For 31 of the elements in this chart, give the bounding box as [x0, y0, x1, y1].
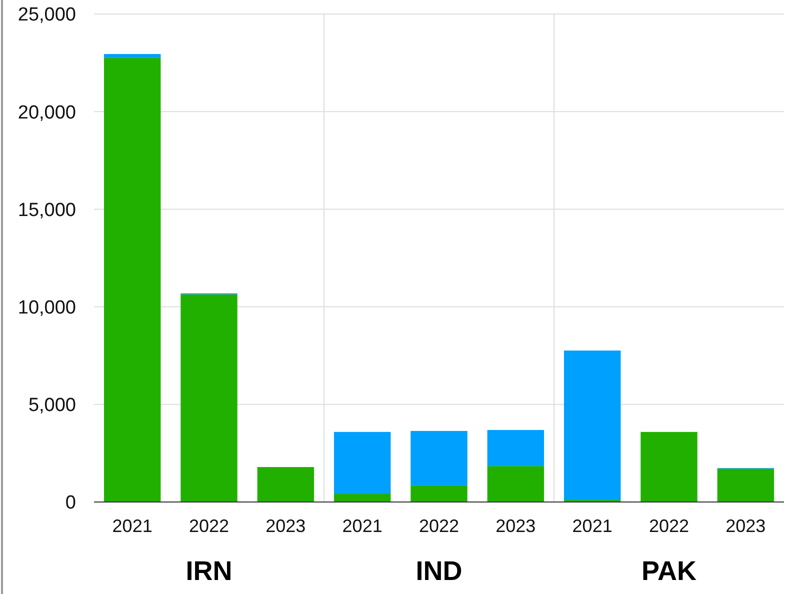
- bar: [640, 432, 698, 502]
- bar: [717, 468, 774, 502]
- bar: [564, 350, 621, 500]
- x-tick-label: 2023: [496, 516, 536, 536]
- text: IRN: [186, 556, 232, 586]
- x-tick-label: 2021: [342, 516, 382, 536]
- bar: [410, 485, 468, 502]
- bar: [180, 294, 238, 502]
- text: PAK: [641, 556, 697, 586]
- bar: [257, 467, 314, 502]
- y-tick-label: 20,000: [18, 102, 76, 124]
- x-tick-label: 2023: [266, 516, 306, 536]
- x-tick-label: 2022: [418, 516, 460, 536]
- bar: [334, 432, 391, 494]
- x-tick-label: 2022: [188, 516, 230, 536]
- bar: [487, 466, 544, 502]
- y-tick-label: 15,000: [18, 200, 76, 221]
- x-tick-label: 2021: [112, 516, 152, 536]
- x-tick-label: 2021: [572, 516, 612, 536]
- text: IND: [416, 556, 462, 586]
- y-tick-label: 5,000: [28, 395, 76, 416]
- bar: [104, 58, 161, 502]
- x-tick-label: 2023: [726, 516, 766, 536]
- x-tick-label: 2022: [648, 516, 690, 536]
- y-tick-label: 25,000: [18, 4, 76, 26]
- bar: [487, 430, 544, 466]
- bar: [334, 494, 391, 502]
- y-tick-label: 0: [65, 492, 76, 514]
- bar: [104, 54, 161, 58]
- y-tick-label: 10,000: [18, 297, 76, 318]
- bar: [410, 430, 468, 486]
